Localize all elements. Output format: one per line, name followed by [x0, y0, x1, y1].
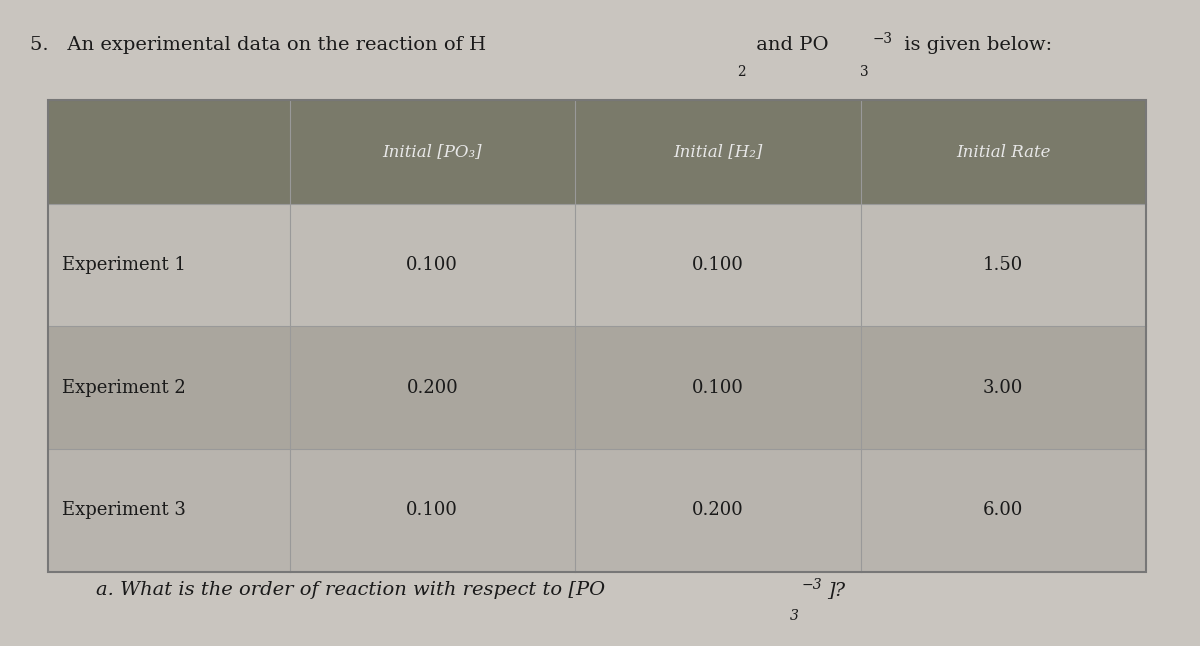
- Text: Experiment 2: Experiment 2: [62, 379, 186, 397]
- Text: a. What is the order of reaction with respect to [PO: a. What is the order of reaction with re…: [96, 581, 605, 599]
- Text: 0.100: 0.100: [692, 379, 744, 397]
- Text: Experiment 3: Experiment 3: [62, 501, 186, 519]
- Text: Initial Rate: Initial Rate: [956, 143, 1050, 160]
- Text: 5.   An experimental data on the reaction of H: 5. An experimental data on the reaction …: [30, 36, 486, 54]
- Bar: [48, 449, 1146, 572]
- Bar: [48, 326, 1146, 449]
- Bar: [48, 100, 1146, 204]
- Bar: [48, 100, 1146, 572]
- Text: 6.00: 6.00: [983, 501, 1024, 519]
- Text: 0.100: 0.100: [407, 256, 458, 274]
- Bar: [48, 204, 1146, 326]
- Text: −3: −3: [872, 32, 893, 47]
- Text: 0.200: 0.200: [407, 379, 458, 397]
- Text: 3: 3: [860, 65, 869, 79]
- Text: 0.100: 0.100: [692, 256, 744, 274]
- Text: −3: −3: [802, 578, 822, 592]
- Text: Initial [PO₃]: Initial [PO₃]: [383, 143, 482, 160]
- Text: and PO: and PO: [750, 36, 829, 54]
- Text: ]?: ]?: [827, 581, 845, 599]
- Text: 3: 3: [790, 609, 798, 623]
- Text: 0.100: 0.100: [407, 501, 458, 519]
- Text: Experiment 1: Experiment 1: [62, 256, 186, 274]
- Text: 2: 2: [737, 65, 745, 79]
- Text: 0.200: 0.200: [692, 501, 744, 519]
- Text: 1.50: 1.50: [983, 256, 1024, 274]
- Text: 3.00: 3.00: [983, 379, 1024, 397]
- Text: Initial [H₂]: Initial [H₂]: [673, 143, 762, 160]
- Text: is given below:: is given below:: [898, 36, 1051, 54]
